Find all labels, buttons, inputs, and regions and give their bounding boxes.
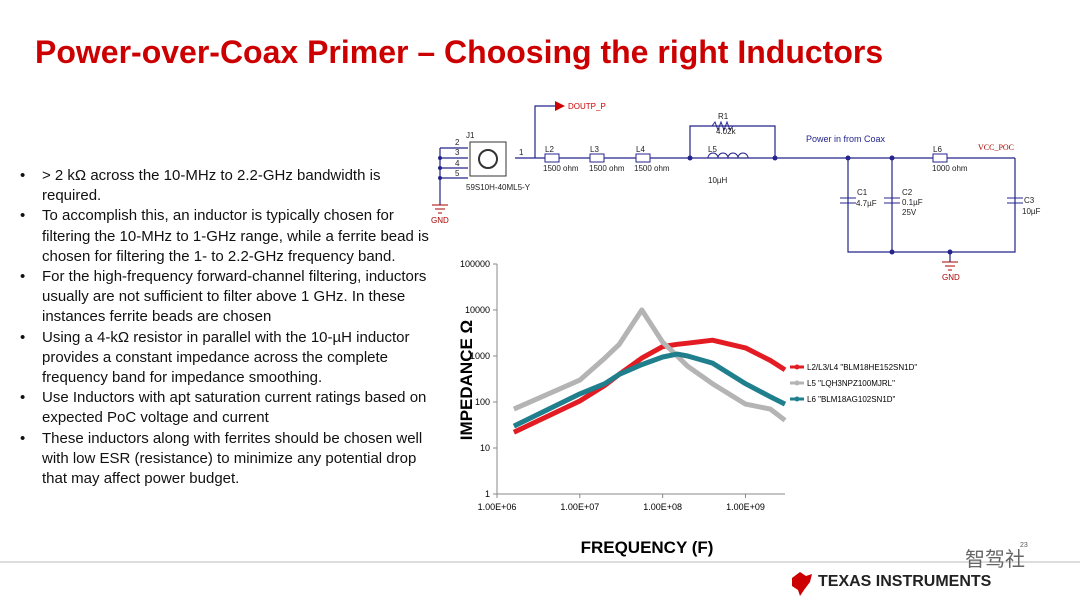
connector-ring	[478, 149, 498, 169]
pin-label: 4	[455, 159, 460, 168]
brand: TEXAS INSTRUMENTS	[818, 573, 992, 590]
x-tick-label: 1.00E+07	[560, 502, 599, 512]
x-axis-title: FREQUENCY (F)	[581, 538, 714, 557]
bullet: These inductors along with ferrites shou…	[20, 429, 430, 490]
legend-label: L2/L3/L4 "BLM18HE152SN1D"	[807, 363, 917, 372]
y-tick-label: 10	[480, 443, 490, 453]
legend-marker	[794, 364, 800, 370]
components	[544, 120, 1023, 204]
y-tick-label: 100	[475, 397, 490, 407]
value-label: 1500 ohm	[634, 164, 670, 173]
pin-label: 2	[455, 138, 460, 147]
net-label: VCC_POC	[978, 143, 1014, 152]
gnd-symbol	[942, 261, 958, 271]
legend-label: L5 "LQH3NPZ100MJRL"	[807, 379, 895, 388]
value-label: 1000 ohm	[932, 164, 968, 173]
gnd-label: GND	[942, 273, 960, 282]
value-label: 4.02k	[716, 127, 737, 136]
x-tick-label: 1.00E+09	[726, 502, 765, 512]
ref-label: R1	[718, 112, 729, 121]
y-axis-title: IMPEDANCE Ω	[457, 320, 476, 440]
y-tick-label: 100000	[460, 259, 490, 269]
ref-label: L2	[545, 145, 554, 154]
y-tick-label: 1	[485, 489, 490, 499]
y-tick-label: 10000	[465, 305, 490, 315]
note: Power in from Coax	[806, 134, 886, 144]
pin-label: 3	[455, 148, 460, 157]
ref-label: L5	[708, 145, 717, 154]
pin-label: 5	[455, 169, 460, 178]
bullet: Use Inductors with apt saturation curren…	[20, 388, 430, 428]
logo-mark	[792, 572, 812, 596]
ref-label: C3	[1024, 196, 1035, 205]
x-tick-label: 1.00E+06	[478, 502, 517, 512]
value-label: 10µH	[708, 176, 728, 185]
ref-label: L6	[933, 145, 942, 154]
value-label: 25V	[902, 208, 917, 217]
series-line	[512, 307, 787, 423]
bullet: For the high-frequency forward-channel f…	[20, 267, 430, 328]
part-label: 59S10H-40ML5-Y	[466, 183, 531, 192]
ref-label: C2	[902, 188, 913, 197]
value-label: 1500 ohm	[543, 164, 579, 173]
schematic: 2 3 4 5 1 J1 59S10H-40ML5-Y GND DOUTP_P …	[431, 101, 1041, 282]
legend-marker	[794, 380, 800, 386]
value-label: 1500 ohm	[589, 164, 625, 173]
y-tick-label: 1000	[470, 351, 490, 361]
ref-label: L4	[636, 145, 645, 154]
ref-label: J1	[466, 131, 475, 140]
value-label: 10µF	[1022, 207, 1041, 216]
pin-label: 1	[519, 148, 524, 157]
bullet: > 2 kΩ across the 10-MHz to 2.2-GHz band…	[20, 166, 430, 206]
value-label: 4.7µF	[856, 199, 877, 208]
slide-title: Power-over-Coax Primer – Choosing the ri…	[35, 34, 884, 70]
legend-marker	[794, 396, 800, 402]
gnd-symbol	[432, 204, 448, 214]
series-line	[512, 351, 787, 429]
connector	[469, 141, 507, 177]
ref-label: C1	[857, 188, 868, 197]
bullet: To accomplish this, an inductor is typic…	[20, 206, 430, 267]
port-arrow	[555, 101, 565, 111]
value-label: 0.1µF	[902, 198, 923, 207]
x-tick-label: 1.00E+08	[643, 502, 682, 512]
ref-label: L3	[590, 145, 599, 154]
chart: IMPEDANCE Ω FREQUENCY (F) 1 10 100 1000 1000…	[457, 259, 917, 557]
legend-label: L6 "BLM18AG102SN1D"	[807, 395, 896, 404]
watermark: 智驾社	[965, 548, 1025, 571]
bullet-list: > 2 kΩ across the 10-MHz to 2.2-GHz band…	[20, 166, 430, 489]
bullet: Using a 4-kΩ resistor in parallel with t…	[20, 328, 430, 389]
net-label: DOUTP_P	[568, 102, 606, 111]
gnd-label: GND	[431, 216, 449, 225]
page-number: 23	[1020, 542, 1028, 549]
series-line	[512, 337, 787, 435]
